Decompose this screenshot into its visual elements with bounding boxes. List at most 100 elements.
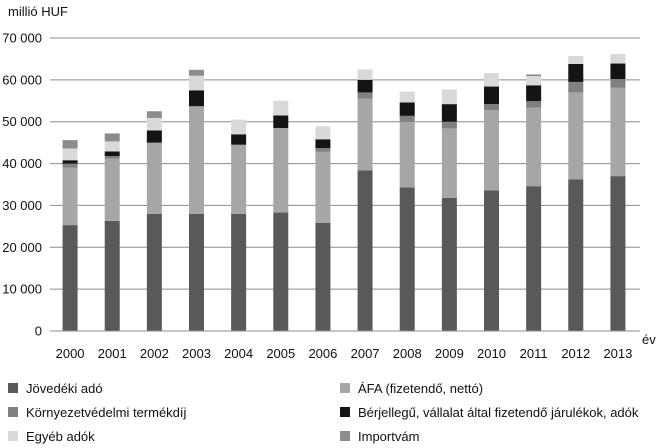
bar-segment xyxy=(231,144,247,214)
x-tick-label: 2005 xyxy=(266,346,295,361)
bar-segment xyxy=(62,163,78,168)
bar-segment xyxy=(568,179,584,331)
bar-segment xyxy=(146,213,162,331)
bar-segment xyxy=(62,167,78,226)
bar-segment xyxy=(357,98,373,171)
bar-segment xyxy=(526,107,542,187)
bar-segment xyxy=(610,176,626,331)
bar-segment xyxy=(484,190,499,331)
legend-swatch xyxy=(340,431,350,441)
bar-segment xyxy=(189,106,204,214)
bar-segment xyxy=(484,86,499,105)
x-tick-labels: 2000 2001 2002 2003 2004 2005 2006 2007 2008 2009… xyxy=(56,346,633,361)
legend-swatch xyxy=(340,407,350,417)
bar-segment xyxy=(146,111,162,118)
bar-segment xyxy=(568,55,584,64)
x-tick-label: 2011 xyxy=(520,346,548,361)
bar-segment xyxy=(104,220,120,331)
bar-segment xyxy=(441,104,457,122)
bar-segment xyxy=(357,170,373,331)
bar-segment xyxy=(104,141,120,152)
x-tick-label: 2009 xyxy=(435,346,464,361)
bar-segment xyxy=(315,148,331,152)
legend-item: Jövedéki adó xyxy=(8,378,103,398)
y-tick-label: 0 xyxy=(35,324,42,339)
bar-segment xyxy=(399,115,415,122)
bar-segment xyxy=(526,74,542,77)
x-tick-label: 2010 xyxy=(477,346,506,361)
bar-segment xyxy=(146,130,162,143)
bar-segment xyxy=(189,69,204,76)
bar-segment xyxy=(526,101,542,108)
y-tick-labels: 0 10 000 20 000 30 000 40 000 50 000 60 000 70 … xyxy=(2,31,42,339)
x-tick-label: 2007 xyxy=(351,346,380,361)
legend-swatch xyxy=(8,407,18,417)
x-tick-label: 2013 xyxy=(603,346,632,361)
bar-segment xyxy=(610,53,626,64)
y-tick-label: 50 000 xyxy=(2,114,42,129)
bar-segment xyxy=(315,139,331,149)
bar-segment xyxy=(568,63,584,82)
legend-label: Jövedéki adó xyxy=(26,380,103,396)
y-axis-label: millió HUF xyxy=(8,4,68,19)
bars xyxy=(62,53,626,331)
legend-label: Bérjellegű, vállalat által fizetendő jár… xyxy=(358,404,639,420)
bar-segment xyxy=(231,213,247,331)
bar-segment xyxy=(441,128,457,198)
bar-segment xyxy=(231,134,247,145)
legend-swatch xyxy=(8,431,18,441)
x-tick-label: 2008 xyxy=(393,346,422,361)
bar-segment xyxy=(62,140,78,149)
bar-segment xyxy=(273,100,289,116)
bar-segment xyxy=(273,115,289,128)
x-tick-label: 2001 xyxy=(98,346,127,361)
bar-segment xyxy=(526,85,542,102)
bar-segment xyxy=(610,79,626,88)
y-tick-label: 30 000 xyxy=(2,198,42,213)
bar-segment xyxy=(62,160,78,164)
bar-segment xyxy=(610,63,626,80)
legend: Jövedéki adó ÁFA (fizetendő, nettó) Környe… xyxy=(0,372,671,448)
bar-segment xyxy=(315,223,331,331)
bar-segment xyxy=(399,121,415,188)
bar-segment xyxy=(568,92,584,180)
x-tick-label: 2002 xyxy=(140,346,169,361)
bar-segment xyxy=(399,91,415,103)
bar-segment xyxy=(484,73,499,87)
bar-segment xyxy=(273,212,289,331)
bar-segment xyxy=(357,92,373,99)
bar-segment xyxy=(357,69,373,80)
legend-label: Egyéb adók xyxy=(26,428,95,444)
x-tick-label: 2012 xyxy=(561,346,590,361)
x-tick-label: 2004 xyxy=(224,346,253,361)
y-tick-label: 10 000 xyxy=(2,282,42,297)
bar-segment xyxy=(146,117,162,131)
legend-item: Környezetvédelmi termékdíj xyxy=(8,402,186,422)
bar-segment xyxy=(484,104,499,110)
legend-label: Környezetvédelmi termékdíj xyxy=(26,404,187,420)
y-tick-label: 20 000 xyxy=(2,240,42,255)
bar-segment xyxy=(104,158,120,221)
y-tick-label: 60 000 xyxy=(2,72,42,87)
x-tick-label: 2000 xyxy=(56,346,85,361)
bar-segment xyxy=(62,148,78,161)
x-tick-label: 2003 xyxy=(182,346,211,361)
bar-segment xyxy=(484,109,499,191)
legend-item: Bérjellegű, vállalat által fizetendő jár… xyxy=(340,402,638,422)
bar-segment xyxy=(441,89,457,105)
legend-label: ÁFA (fizetendő, nettó) xyxy=(358,380,484,396)
bar-segment xyxy=(189,90,204,107)
bar-segment xyxy=(104,156,120,159)
bar-segment xyxy=(610,87,626,177)
bar-segment xyxy=(146,142,162,214)
bar-segment xyxy=(273,127,289,213)
bar-segment xyxy=(315,151,331,224)
stacked-bar-chart: millió HUF 0 10 000 20 000 30 000 40 000 50 0… xyxy=(2,4,656,361)
bar-segment xyxy=(441,197,457,331)
bar-segment xyxy=(189,75,204,91)
y-tick-label: 40 000 xyxy=(2,156,42,171)
legend-swatch xyxy=(340,383,350,393)
legend-item: Egyéb adók xyxy=(8,426,95,446)
bar-segment xyxy=(104,151,120,157)
legend-swatch xyxy=(8,383,18,393)
